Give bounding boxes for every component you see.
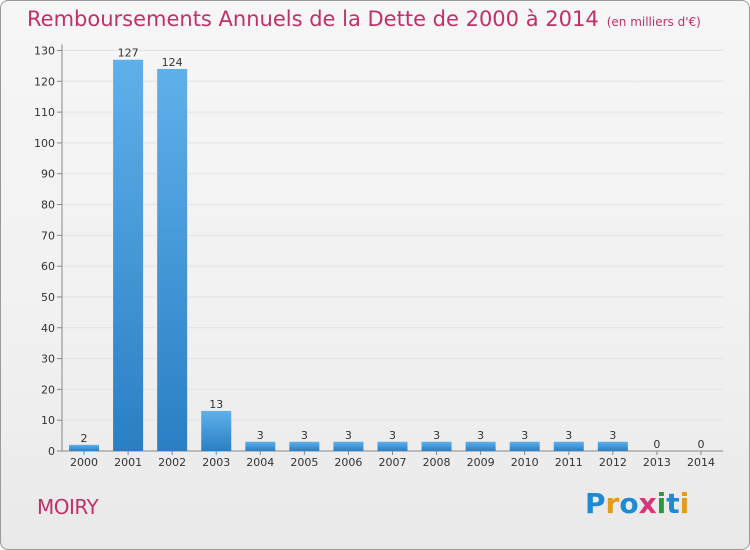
logo-letter: i [656, 487, 667, 520]
value-label-2006: 3 [345, 429, 352, 442]
bar-2004 [245, 441, 276, 451]
x-tick-label-2005: 2005 [290, 456, 318, 469]
y-tick-label: 0 [48, 445, 55, 458]
bar-2007 [377, 441, 408, 451]
value-label-2011: 3 [565, 429, 572, 442]
bar-2012 [597, 441, 628, 451]
y-tick-label: 130 [34, 45, 55, 58]
bar-2002 [157, 68, 188, 451]
x-tick-label-2009: 2009 [467, 456, 495, 469]
value-label-2013: 0 [653, 438, 660, 451]
bars [69, 59, 628, 451]
value-label-2009: 3 [477, 429, 484, 442]
logo-letter: i [679, 487, 690, 520]
value-label-2008: 3 [433, 429, 440, 442]
bar-2008 [421, 441, 452, 451]
y-tick-label: 70 [41, 229, 55, 242]
y-tick-label: 90 [41, 168, 55, 181]
chart-title-text: Remboursements Annuels de la Dette de 20… [27, 7, 599, 31]
x-tick-label-2014: 2014 [687, 456, 715, 469]
value-label-2010: 3 [521, 429, 528, 442]
value-label-2000: 2 [81, 432, 88, 445]
x-tick-label-2000: 2000 [70, 456, 98, 469]
x-tick-label-2003: 2003 [202, 456, 230, 469]
x-tick-label-2007: 2007 [379, 456, 407, 469]
x-tick-label-2002: 2002 [158, 456, 186, 469]
x-tick-label-2010: 2010 [511, 456, 539, 469]
value-label-2004: 3 [257, 429, 264, 442]
value-label-2003: 13 [209, 398, 223, 411]
y-tick-label: 60 [41, 260, 55, 273]
value-label-2001: 127 [118, 47, 139, 60]
axes [57, 44, 723, 455]
logo-letter: r [605, 487, 620, 520]
bar-2005 [289, 441, 320, 451]
bar-2009 [465, 441, 496, 451]
bar-2011 [553, 441, 584, 451]
logo-letter: x [638, 487, 657, 520]
y-tick-label: 20 [41, 383, 55, 396]
x-tick-label-2006: 2006 [334, 456, 362, 469]
y-tick-label: 40 [41, 322, 55, 335]
x-tick-label-2008: 2008 [423, 456, 451, 469]
x-tick-label-2012: 2012 [599, 456, 627, 469]
y-tick-label: 100 [34, 137, 55, 150]
value-label-2005: 3 [301, 429, 308, 442]
y-tick-label: 120 [34, 75, 55, 88]
value-label-2012: 3 [609, 429, 616, 442]
x-tick-label-2013: 2013 [643, 456, 671, 469]
y-tick-label: 30 [41, 353, 55, 366]
y-tick-label: 50 [41, 291, 55, 304]
x-tick-label-2001: 2001 [114, 456, 142, 469]
y-tick-label: 10 [41, 414, 55, 427]
bar-2010 [509, 441, 540, 451]
chart-unit-note: (en milliers d'€) [606, 15, 701, 29]
commune-name: MOIRY [37, 495, 99, 519]
bar-2000 [69, 444, 100, 451]
proxiti-logo: Proxiti [585, 487, 689, 520]
value-label-2014: 0 [697, 438, 704, 451]
x-tick-label-2004: 2004 [246, 456, 274, 469]
y-tick-label: 110 [34, 106, 55, 119]
labels: 0102030405060708090100110120130220001272… [34, 45, 715, 470]
bar-2001 [113, 59, 144, 451]
bar-chart: 0102030405060708090100110120130220001272… [34, 44, 723, 470]
logo-letter: P [585, 487, 606, 520]
value-label-2007: 3 [389, 429, 396, 442]
y-tick-label: 80 [41, 199, 55, 212]
logo-letter: t [666, 487, 680, 520]
bar-2003 [201, 410, 232, 451]
logo-letter: o [619, 487, 639, 520]
chart-title: Remboursements Annuels de la Dette de 20… [27, 7, 701, 31]
value-label-2002: 124 [162, 56, 183, 69]
x-tick-label-2011: 2011 [555, 456, 583, 469]
bar-2006 [333, 441, 364, 451]
